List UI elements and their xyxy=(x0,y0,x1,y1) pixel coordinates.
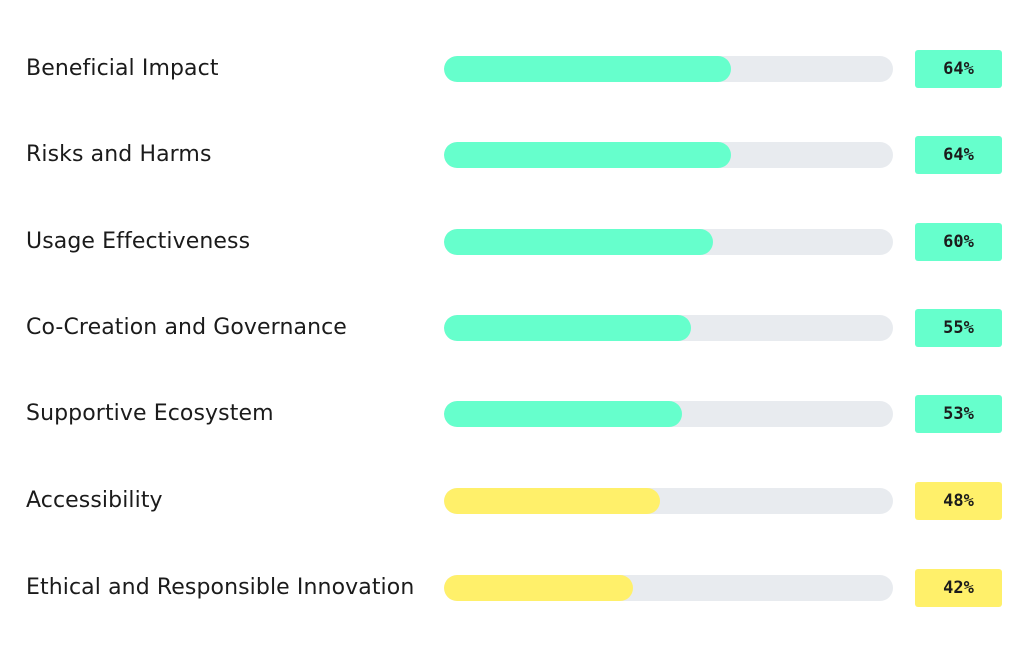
chart-row: Ethical and Responsible Innovation 42% xyxy=(0,558,1024,618)
value-badge: 53% xyxy=(915,395,1002,433)
category-label: Beneficial Impact xyxy=(26,56,219,81)
value-badge: 60% xyxy=(915,223,1002,261)
bar-track xyxy=(444,315,893,341)
bar-fill xyxy=(444,401,682,427)
bar-track xyxy=(444,488,893,514)
value-badge: 48% xyxy=(915,482,1002,520)
chart-row: Co-Creation and Governance 55% xyxy=(0,298,1024,358)
value-badge: 55% xyxy=(915,309,1002,347)
bar-track xyxy=(444,229,893,255)
value-badge: 42% xyxy=(915,569,1002,607)
bar-fill xyxy=(444,56,732,82)
bar-fill xyxy=(444,575,633,601)
bar-fill xyxy=(444,315,691,341)
bar-track xyxy=(444,142,893,168)
bar-track xyxy=(444,56,893,82)
chart-row: Beneficial Impact 64% xyxy=(0,39,1024,99)
value-badge: 64% xyxy=(915,50,1002,88)
category-label: Accessibility xyxy=(26,488,163,513)
category-label: Ethical and Responsible Innovation xyxy=(26,575,415,600)
category-label: Risks and Harms xyxy=(26,142,212,167)
chart-row: Accessibility 48% xyxy=(0,471,1024,531)
category-label: Co-Creation and Governance xyxy=(26,315,347,340)
bar-fill xyxy=(444,488,660,514)
category-label: Usage Effectiveness xyxy=(26,229,251,254)
bar-track xyxy=(444,575,893,601)
bar-track xyxy=(444,401,893,427)
chart-row: Supportive Ecosystem 53% xyxy=(0,384,1024,444)
value-badge: 64% xyxy=(915,136,1002,174)
bar-fill xyxy=(444,142,732,168)
category-label: Supportive Ecosystem xyxy=(26,401,274,426)
chart-row: Risks and Harms 64% xyxy=(0,125,1024,185)
bar-fill xyxy=(444,229,714,255)
chart-row: Usage Effectiveness 60% xyxy=(0,212,1024,272)
